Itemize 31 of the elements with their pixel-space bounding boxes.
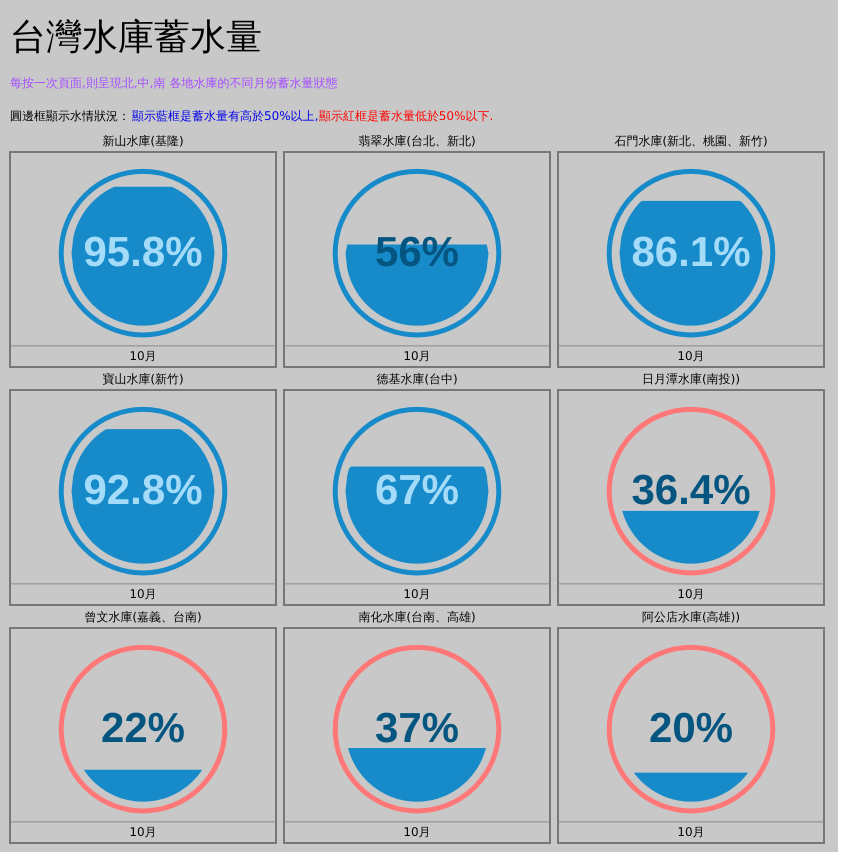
text: 10月 [677, 825, 705, 840]
data-label: 67% [374, 466, 460, 514]
data-label: 22% [100, 704, 186, 752]
text: 圓邊框顯示水情狀況： [10, 109, 130, 123]
category-label: 新山水庫(基隆) [102, 134, 184, 148]
text: 10月 [129, 825, 157, 840]
category-label: 曾文水庫(嘉義、台南) [84, 610, 202, 624]
category-label: 翡翠水庫(台北、新北) [358, 134, 476, 148]
data-label: 86.1% [631, 228, 751, 276]
text: 10月 [129, 587, 157, 602]
text: 每按一次頁面,則呈現北,中,南 各地水庫的不同月份蓄水量狀態 [10, 76, 338, 90]
category-label: 德基水庫(台中) [376, 372, 458, 386]
text: 台灣水庫蓄水量 [10, 17, 262, 58]
text: 10月 [403, 825, 431, 840]
category-label: 日月潭水庫(南投)) [642, 372, 740, 386]
text: 10月 [677, 349, 705, 364]
data-label: 92.8% [83, 466, 203, 514]
data-label: 37% [374, 704, 460, 752]
category-label: 石門水庫(新北、桃園、新竹) [614, 134, 768, 148]
category-label: 南化水庫(台南、高雄) [358, 610, 476, 624]
data-label: 36.4% [631, 466, 751, 514]
text: 10月 [403, 587, 431, 602]
category-label: 阿公店水庫(高雄)) [642, 610, 740, 624]
text: 10月 [403, 349, 431, 364]
category-label: 寶山水庫(新竹) [102, 372, 184, 386]
data-label: 20% [648, 704, 734, 752]
text: 顯示紅框是蓄水量低於50%以下. [318, 109, 494, 123]
text: 顯示藍框是蓄水量有高於50%以上, [132, 109, 318, 123]
data-label: 95.8% [83, 228, 203, 276]
text: 10月 [129, 349, 157, 364]
text: 10月 [677, 587, 705, 602]
